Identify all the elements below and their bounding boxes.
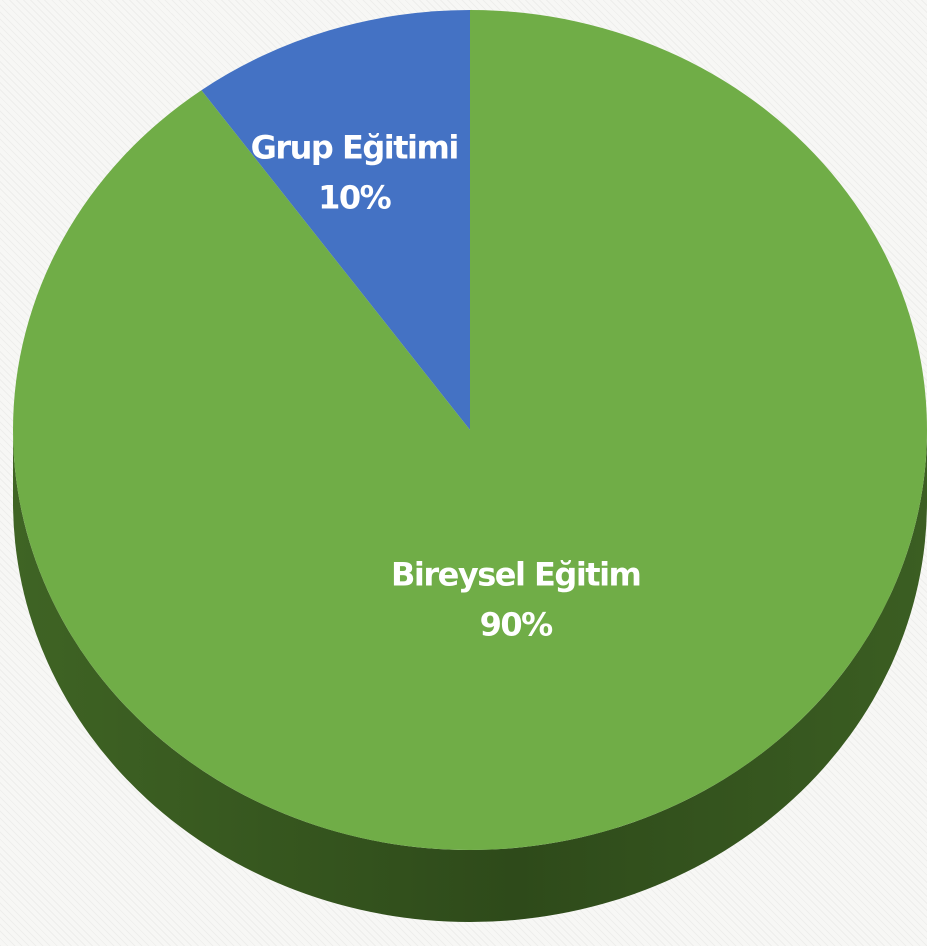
slice-value-bireysel-egitim: 90%: [480, 605, 554, 643]
slice-value-grup-egitimi: 10%: [318, 178, 392, 216]
pie-side-wall: [13, 430, 927, 922]
slice-label-bireysel-egitim: Bireysel Eğitim: [391, 555, 640, 593]
slice-label-grup-egitimi: Grup Eğitimi: [251, 128, 458, 166]
pie-slice-grup-egitimi: [201, 10, 470, 430]
pie-slice-bireysel-egitim: [13, 10, 927, 850]
